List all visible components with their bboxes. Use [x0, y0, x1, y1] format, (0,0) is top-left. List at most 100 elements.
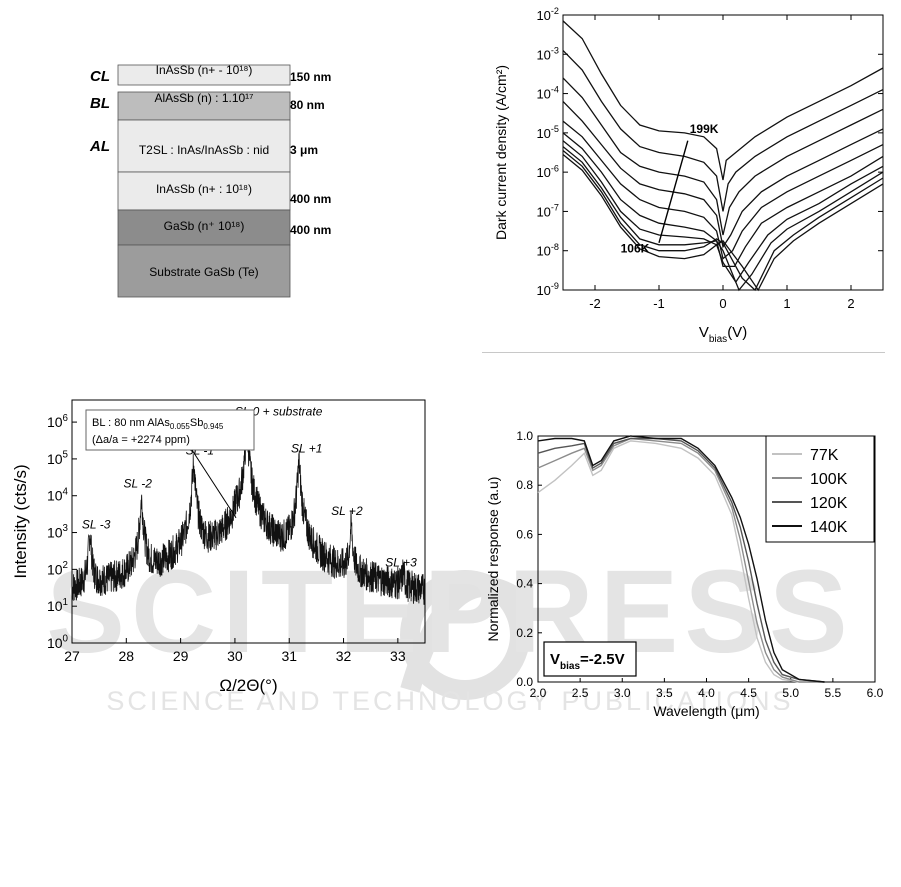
- y-tick-label: 10-8: [536, 242, 559, 259]
- y-tick-label: 106: [47, 413, 69, 430]
- y-tick-label: 10-4: [536, 85, 559, 102]
- x-axis-label: Ω/2Θ(°): [219, 676, 277, 695]
- y-tick-label: 10-2: [536, 6, 559, 23]
- x-tick-label: 31: [281, 648, 297, 664]
- series-line: [562, 49, 884, 212]
- y-tick-label: 101: [47, 597, 68, 614]
- x-tick-label: 1: [783, 296, 790, 311]
- bias-box: [543, 641, 637, 677]
- layer-rect: [117, 91, 291, 121]
- series-line: [537, 435, 825, 683]
- y-tick-label: 100: [47, 634, 69, 651]
- x-tick-label: 6.0: [867, 686, 884, 700]
- x-tick-label: 2.0: [530, 686, 547, 700]
- bias-label: Vbias=-2.5V: [550, 651, 625, 672]
- series-line: [537, 440, 825, 683]
- y-tick-label: 0.6: [516, 527, 533, 541]
- dark-current-chart: -2 -1 0 1 2 10-9 10-8 10-7 10-6 10-5 10-4 10-3 10-2 1…: [493, 6, 884, 345]
- layer-label-buffer: GaSb (n⁺ 10¹⁸): [164, 219, 245, 233]
- series-line: [562, 146, 884, 292]
- thickness-al: 3 μm: [290, 143, 318, 157]
- x-tick-label: -2: [589, 296, 601, 311]
- x-axis-label: Vbias(V): [699, 324, 747, 345]
- x-tick-label: -1: [653, 296, 665, 311]
- tag-bl: BL: [90, 95, 110, 112]
- xrd-chart: 27 28 29 30 31 32 33 100 101 102 103 104 105 106 SL -3…: [11, 399, 426, 695]
- x-tick-label: 4.5: [740, 686, 757, 700]
- x-tick-label: 3.0: [614, 686, 631, 700]
- thickness-bl: 80 nm: [290, 98, 325, 112]
- label-106k: 106K: [621, 242, 650, 256]
- y-axis-label: Dark current density (A/cm²): [493, 65, 509, 240]
- y-axis-label: Intensity (cts/s): [11, 464, 30, 578]
- legend-label: 140K: [810, 519, 848, 536]
- y-tick-label: 0.2: [516, 626, 533, 640]
- x-tick-label: 2.5: [572, 686, 589, 700]
- layer-label-bl: AlAsSb (n) : 1.10¹⁷: [154, 91, 253, 105]
- label-199k: 199K: [690, 122, 719, 136]
- series-line: [562, 120, 884, 260]
- y-tick-label: 10-7: [536, 203, 559, 220]
- x-tick-label: 5.0: [782, 686, 799, 700]
- peak-label: SL -2: [124, 476, 153, 490]
- y-tick-label: 10-6: [536, 163, 559, 180]
- peak-label: SL +2: [331, 504, 363, 518]
- annotation-line-1: BL : 80 nm AlAs0.055Sb0.945: [92, 417, 224, 431]
- x-tick-label: 5.5: [825, 686, 842, 700]
- x-tick-label: 28: [119, 648, 135, 664]
- series-line: [537, 437, 825, 683]
- annotation-line-2: (Δa/a = +2274 ppm): [92, 434, 190, 446]
- layer-stack-diagram: InAsSb (n+ - 10¹⁸) AlAsSb (n) : 1.10¹⁷ T…: [89, 63, 331, 298]
- annotation-box: [85, 409, 255, 451]
- layer-rect: [117, 119, 291, 173]
- y-tick-label: 0.0: [516, 675, 533, 689]
- legend-label: 100K: [810, 471, 848, 488]
- layer-rect: [117, 209, 291, 246]
- legend-label: 120K: [810, 495, 848, 512]
- y-tick-label: 10-3: [536, 45, 559, 62]
- y-tick-label: 1.0: [516, 429, 533, 443]
- legend-label: 77K: [810, 447, 839, 464]
- series-line: [562, 100, 884, 249]
- x-tick-label: 27: [64, 648, 80, 664]
- x-tick-label: 2: [847, 296, 854, 311]
- layer-rect: [117, 171, 291, 211]
- layer-label-al: T2SL : InAs/InAsSb : nid: [139, 143, 269, 157]
- y-tick-label: 103: [47, 523, 69, 540]
- thickness-cl: 150 nm: [290, 70, 331, 84]
- layer-rect: [117, 244, 291, 298]
- thickness-contact: 400 nm: [290, 192, 331, 206]
- y-tick-label: 0.4: [516, 577, 533, 591]
- series-line: [537, 437, 825, 683]
- series-line: [562, 20, 884, 181]
- peak-label: SL -3: [82, 517, 111, 531]
- y-tick-label: 10-9: [536, 281, 559, 298]
- plot-frame: [71, 399, 426, 644]
- layer-label-cl: InAsSb (n+ - 10¹⁸): [156, 63, 253, 77]
- spectral-response-chart: 2.0 2.5 3.0 3.5 4.0 4.5 5.0 5.5 6.0 0.0 0.2 0.4 0.6 0…: [485, 429, 884, 719]
- y-tick-label: 10-5: [536, 124, 559, 141]
- peak-label: SL +3: [385, 556, 417, 570]
- x-axis-label: Wavelength (μm): [653, 703, 759, 719]
- x-tick-label: 29: [173, 648, 189, 664]
- x-tick-label: 4.0: [698, 686, 715, 700]
- thickness-buffer: 400 nm: [290, 223, 331, 237]
- annotation-arrow: [658, 140, 689, 244]
- series-line: [562, 77, 884, 236]
- y-tick-label: 102: [47, 560, 68, 577]
- annotation-pointer: [191, 449, 237, 519]
- tag-al: AL: [89, 138, 110, 155]
- x-tick-label: 3.5: [656, 686, 673, 700]
- peak-label: SL +1: [291, 442, 322, 456]
- layer-rect: [117, 64, 291, 86]
- y-tick-label: 105: [47, 450, 69, 467]
- panel-divider: [482, 352, 885, 353]
- x-tick-label: 33: [390, 648, 406, 664]
- series-line: [562, 153, 884, 292]
- xrd-trace: [71, 420, 426, 605]
- y-tick-label: 0.8: [516, 478, 533, 492]
- x-tick-label: 0: [719, 296, 726, 311]
- peak-label: SL 0 + substrate: [235, 405, 323, 419]
- y-tick-label: 104: [47, 486, 69, 503]
- x-tick-label: 32: [336, 648, 352, 664]
